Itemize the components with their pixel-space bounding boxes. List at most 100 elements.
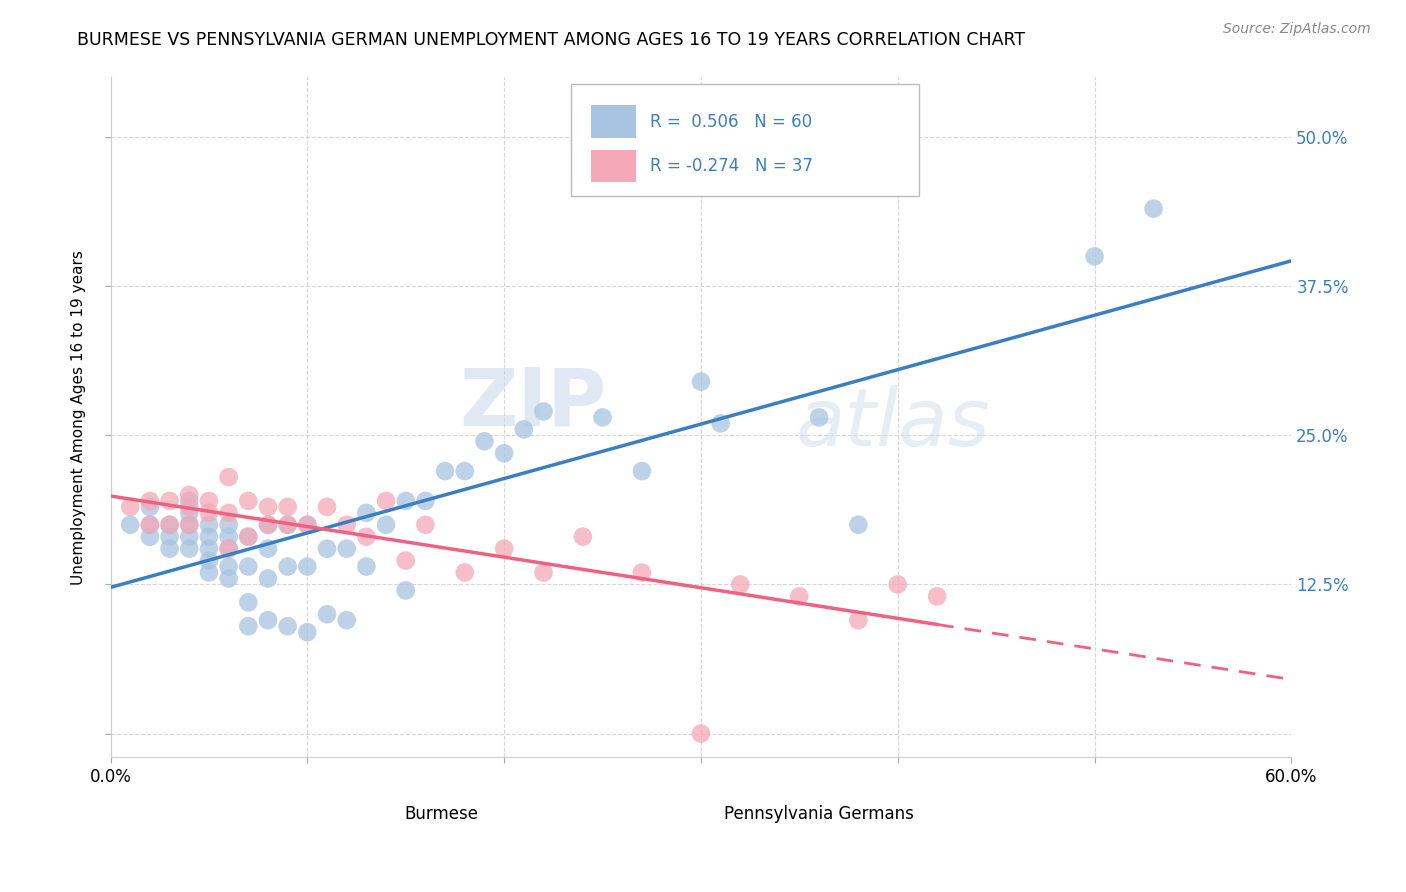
Point — [395, 553, 418, 567]
Point — [454, 464, 477, 478]
Point — [238, 494, 260, 508]
Text: Source: ZipAtlas.com: Source: ZipAtlas.com — [1223, 22, 1371, 37]
Point — [120, 500, 142, 514]
Point — [218, 506, 240, 520]
Point — [179, 500, 201, 514]
Point — [336, 517, 359, 532]
Point — [257, 517, 280, 532]
Point — [139, 530, 162, 544]
Point — [848, 613, 870, 627]
Point — [198, 553, 221, 567]
Point — [179, 530, 201, 544]
Bar — [591, 150, 636, 182]
Point — [139, 500, 162, 514]
Point — [789, 590, 811, 604]
Point — [375, 494, 398, 508]
Point — [179, 517, 201, 532]
Point — [139, 517, 162, 532]
Point — [494, 541, 516, 556]
Point — [316, 541, 339, 556]
Text: Pennsylvania Germans: Pennsylvania Germans — [724, 805, 914, 823]
Point — [277, 619, 299, 633]
Point — [297, 625, 319, 640]
Point — [257, 572, 280, 586]
Point — [415, 494, 437, 508]
Point — [730, 577, 752, 591]
Point — [159, 530, 181, 544]
Point — [415, 517, 437, 532]
Point — [159, 517, 181, 532]
Point — [198, 541, 221, 556]
Point — [356, 530, 378, 544]
Point — [1083, 249, 1105, 263]
Text: R = -0.274   N = 37: R = -0.274 N = 37 — [650, 157, 813, 175]
Point — [159, 517, 181, 532]
Point — [238, 530, 260, 544]
Point — [238, 619, 260, 633]
Point — [198, 517, 221, 532]
Point — [297, 559, 319, 574]
Bar — [591, 105, 636, 138]
Point — [218, 541, 240, 556]
Point — [710, 417, 733, 431]
Point — [257, 517, 280, 532]
Point — [159, 541, 181, 556]
Point — [238, 595, 260, 609]
Point — [218, 530, 240, 544]
Point — [139, 494, 162, 508]
Y-axis label: Unemployment Among Ages 16 to 19 years: Unemployment Among Ages 16 to 19 years — [72, 250, 86, 585]
Point — [631, 566, 654, 580]
Point — [198, 506, 221, 520]
Point — [848, 517, 870, 532]
Point — [238, 530, 260, 544]
Point — [218, 572, 240, 586]
Point — [277, 500, 299, 514]
Point — [925, 590, 948, 604]
FancyBboxPatch shape — [571, 84, 920, 196]
Point — [257, 613, 280, 627]
Point — [238, 559, 260, 574]
Point — [336, 613, 359, 627]
Point — [179, 506, 201, 520]
Point — [533, 404, 555, 418]
Point — [218, 559, 240, 574]
Point — [198, 494, 221, 508]
Point — [592, 410, 614, 425]
Point — [297, 517, 319, 532]
Point — [690, 375, 713, 389]
Point — [887, 577, 910, 591]
Point — [277, 517, 299, 532]
Point — [513, 422, 536, 436]
Point — [690, 726, 713, 740]
Point — [218, 470, 240, 484]
Text: Burmese: Burmese — [404, 805, 478, 823]
Point — [218, 541, 240, 556]
Point — [1142, 202, 1164, 216]
Point — [179, 517, 201, 532]
Point — [257, 541, 280, 556]
Point — [434, 464, 457, 478]
Point — [494, 446, 516, 460]
Point — [179, 488, 201, 502]
Point — [277, 559, 299, 574]
Point — [179, 541, 201, 556]
Text: ZIP: ZIP — [460, 365, 606, 442]
Point — [808, 410, 831, 425]
Point — [631, 464, 654, 478]
Point — [198, 566, 221, 580]
Text: R =  0.506   N = 60: R = 0.506 N = 60 — [650, 112, 813, 130]
Point — [474, 434, 496, 449]
Point — [159, 494, 181, 508]
Point — [316, 607, 339, 622]
Point — [297, 517, 319, 532]
Point — [356, 559, 378, 574]
Point — [572, 530, 595, 544]
Point — [336, 541, 359, 556]
Point — [395, 583, 418, 598]
Point — [198, 530, 221, 544]
Point — [454, 566, 477, 580]
Point — [395, 494, 418, 508]
Text: atlas: atlas — [796, 385, 990, 463]
Point — [139, 517, 162, 532]
Point — [218, 517, 240, 532]
